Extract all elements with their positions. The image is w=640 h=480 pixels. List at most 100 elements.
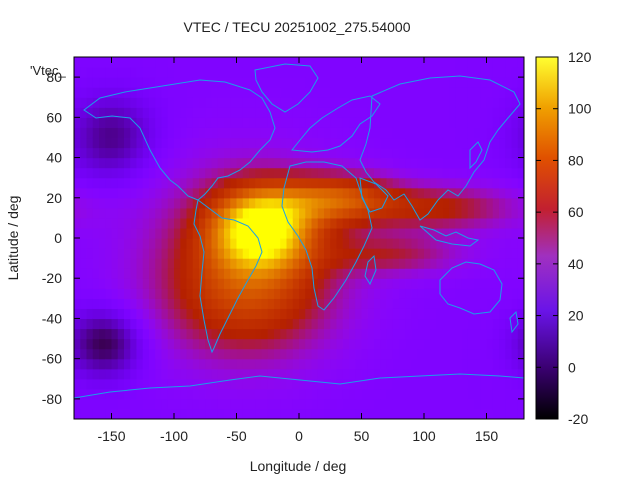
heatmap-cell xyxy=(299,288,306,299)
heatmap-cell xyxy=(161,197,169,209)
heatmap-cell xyxy=(324,308,331,320)
heatmap-cell xyxy=(399,197,406,209)
heatmap-cell xyxy=(361,67,369,78)
heatmap-cell xyxy=(136,107,144,118)
heatmap-cell xyxy=(155,187,163,199)
heatmap-cell xyxy=(230,177,238,189)
heatmap-cell xyxy=(274,177,281,189)
heatmap-cell xyxy=(211,308,219,320)
heatmap-cell xyxy=(355,137,363,149)
heatmap-cell xyxy=(149,268,156,279)
heatmap-cell xyxy=(117,328,125,340)
heatmap-cell xyxy=(267,378,275,390)
heatmap-cell xyxy=(417,197,425,209)
heatmap-cell xyxy=(130,378,138,390)
heatmap-cell xyxy=(111,368,119,380)
heatmap-cell xyxy=(455,107,463,118)
heatmap-cell xyxy=(305,57,313,68)
heatmap-cell xyxy=(149,318,156,330)
heatmap-cell xyxy=(411,57,419,68)
heatmap-cell xyxy=(292,147,300,159)
heatmap-cell xyxy=(386,378,394,390)
heatmap-cell xyxy=(505,107,513,118)
heatmap-cell xyxy=(292,408,300,419)
heatmap-cell xyxy=(305,398,313,410)
heatmap-cell xyxy=(367,268,375,279)
heatmap-cell xyxy=(492,408,500,419)
heatmap-cell xyxy=(292,238,300,249)
heatmap-cell xyxy=(355,318,363,330)
heatmap-cell xyxy=(167,97,175,108)
heatmap-cell xyxy=(124,147,131,159)
heatmap-cell xyxy=(74,318,81,330)
heatmap-cell xyxy=(311,328,319,340)
heatmap-cell xyxy=(74,67,81,78)
heatmap-cell xyxy=(511,227,519,239)
heatmap-cell xyxy=(430,117,438,128)
heatmap-cell xyxy=(217,358,225,370)
heatmap-cell xyxy=(361,388,369,400)
heatmap-cell xyxy=(380,398,388,410)
heatmap-cell xyxy=(511,318,519,330)
heatmap-cell xyxy=(449,388,456,400)
heatmap-cell xyxy=(274,288,281,299)
heatmap-cell xyxy=(99,398,106,410)
heatmap-cell xyxy=(336,338,344,350)
heatmap-cell xyxy=(499,408,506,419)
heatmap-cell xyxy=(342,318,350,330)
heatmap-cell xyxy=(486,87,494,98)
heatmap-cell xyxy=(480,157,488,169)
heatmap-cell xyxy=(374,77,381,88)
heatmap-cell xyxy=(442,107,450,118)
heatmap-cell xyxy=(386,97,394,108)
heatmap-cell xyxy=(367,238,375,249)
heatmap-cell xyxy=(355,187,363,199)
heatmap-cell xyxy=(355,207,363,219)
heatmap-cell xyxy=(355,167,363,179)
heatmap-cell xyxy=(336,197,344,209)
heatmap-cell xyxy=(261,378,269,390)
heatmap-cell xyxy=(367,338,375,350)
heatmap-cell xyxy=(424,358,431,370)
heatmap-cell xyxy=(355,408,363,419)
heatmap-cell xyxy=(342,338,350,350)
x-tick-label: -150 xyxy=(97,428,125,444)
heatmap-cell xyxy=(467,77,475,88)
heatmap-cell xyxy=(330,227,338,239)
heatmap-cell xyxy=(424,217,431,229)
heatmap-cell xyxy=(324,187,331,199)
heatmap-cell xyxy=(480,187,488,199)
heatmap-cell xyxy=(105,177,113,189)
heatmap-cell xyxy=(280,77,288,88)
heatmap-cell xyxy=(305,187,313,199)
heatmap-cell xyxy=(474,67,481,78)
heatmap-cell xyxy=(417,77,425,88)
heatmap-cell xyxy=(292,398,300,410)
heatmap-cell xyxy=(449,248,456,259)
heatmap-cell xyxy=(242,157,250,169)
heatmap-cell xyxy=(374,197,381,209)
heatmap-cell xyxy=(155,87,163,98)
heatmap-cell xyxy=(505,268,513,279)
heatmap-cell xyxy=(374,67,381,78)
heatmap-cell xyxy=(86,258,94,269)
heatmap-cell xyxy=(136,318,144,330)
heatmap-cell xyxy=(299,177,306,189)
heatmap-cell xyxy=(342,177,350,189)
heatmap-cell xyxy=(505,217,513,229)
heatmap-cell xyxy=(461,338,469,350)
heatmap-cell xyxy=(305,238,313,249)
heatmap-cell xyxy=(230,107,238,118)
heatmap-cell xyxy=(461,87,469,98)
heatmap-cell xyxy=(417,87,425,98)
heatmap-cell xyxy=(305,278,313,289)
heatmap-cell xyxy=(86,177,94,189)
heatmap-cell xyxy=(192,408,200,419)
heatmap-cell xyxy=(117,238,125,249)
heatmap-cell xyxy=(186,217,194,229)
heatmap-cell xyxy=(411,127,419,139)
heatmap-cell xyxy=(280,378,288,390)
heatmap-cell xyxy=(255,117,263,128)
heatmap-cell xyxy=(155,97,163,108)
heatmap-cell xyxy=(74,278,81,289)
